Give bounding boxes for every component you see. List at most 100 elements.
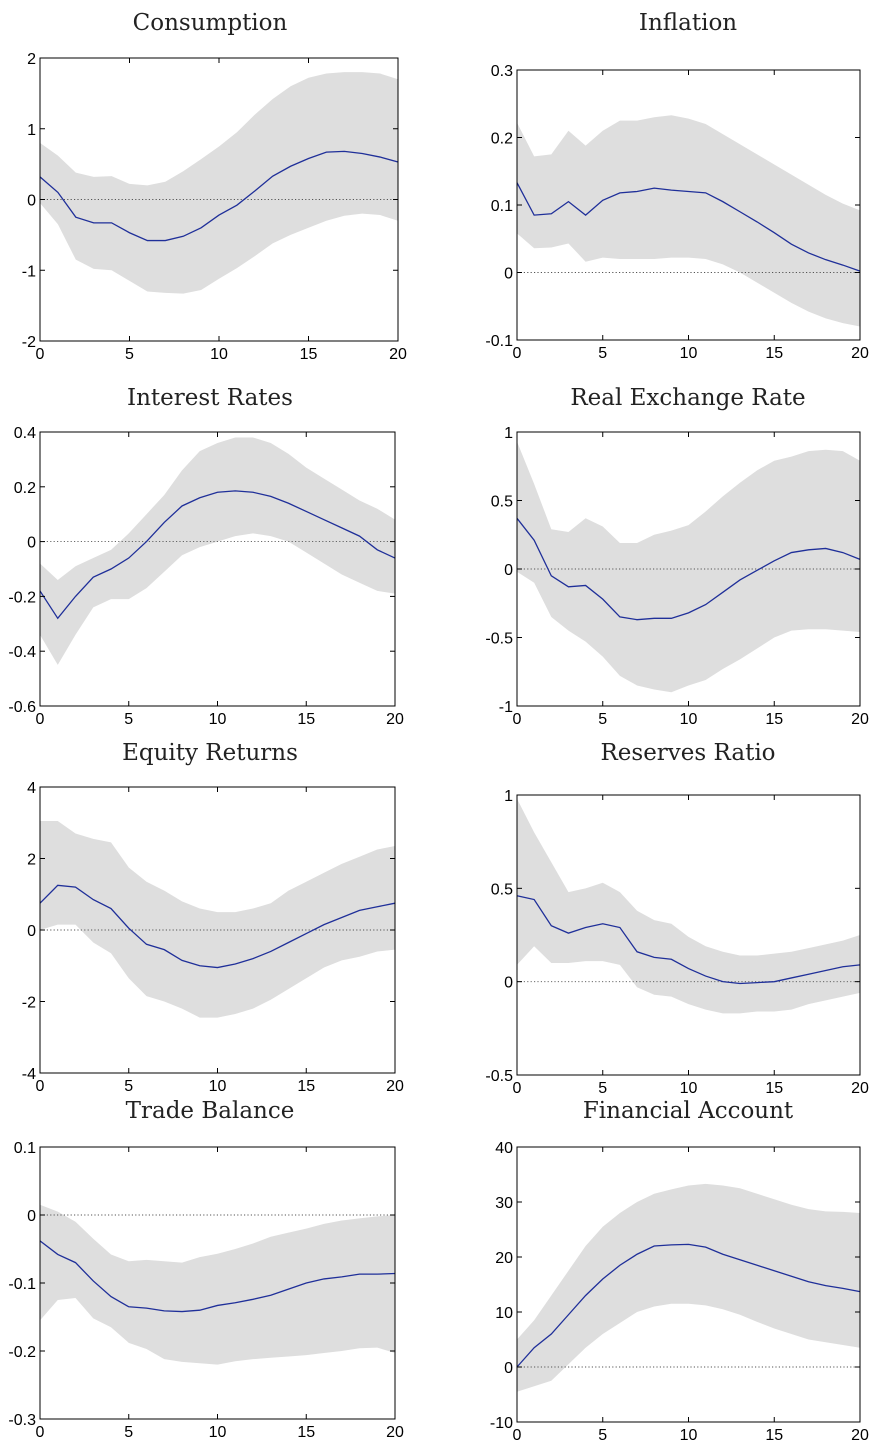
y-tick-label: 0: [27, 923, 36, 940]
confidence-band: [40, 72, 398, 294]
panel-trade-balance: Trade Balance 0 5 10 15 20 -0.3 -0.2 -0.1 0 0.1: [8, 1098, 404, 1441]
x-tick-label: 20: [389, 346, 407, 363]
x-tick-label: 15: [765, 345, 783, 362]
y-tick-label: -0.6: [8, 699, 36, 716]
x-tick-label: 10: [680, 345, 698, 362]
y-tick-label: -10: [490, 1415, 513, 1432]
y-tick-label: -0.5: [485, 1068, 513, 1085]
y-tick-label: -0.5: [485, 631, 513, 648]
y-tick-label: -0.2: [8, 1344, 36, 1361]
confidence-band: [517, 441, 860, 693]
y-tick-label: 1: [504, 788, 513, 805]
x-tick-label: 0: [513, 345, 522, 362]
x-tick-label: 10: [680, 1427, 698, 1443]
x-tick-label: 15: [297, 1424, 315, 1441]
median-response-line: [39, 884, 396, 969]
y-tick-label: 0.2: [14, 480, 36, 497]
x-tick-label: 0: [36, 1424, 45, 1441]
x-tick-label: 5: [124, 1078, 133, 1095]
median-response-line: [516, 182, 861, 272]
y-tick-label: 20: [495, 1250, 513, 1267]
y-tick-label: 0: [504, 562, 513, 579]
y-tick-label: 0: [27, 1208, 36, 1225]
x-tick-label: 15: [765, 711, 783, 728]
confidence-band: [517, 1183, 860, 1392]
x-tick-label: 15: [765, 1427, 783, 1443]
x-tick-label: 5: [598, 1427, 607, 1443]
panel-consumption: Consumption 0 5 10 15 20 -2 -1 0 1 2: [22, 10, 407, 363]
y-tick-label: -1: [499, 699, 513, 716]
y-tick-label: -0.3: [8, 1412, 36, 1429]
x-tick-label: 15: [765, 1080, 783, 1097]
y-tick-label: -0.4: [8, 644, 36, 661]
x-tick-label: 0: [36, 346, 45, 363]
y-tick-label: 0.1: [14, 1140, 36, 1157]
y-tick-label: 2: [27, 51, 36, 68]
y-tick-label: 0: [27, 535, 36, 552]
x-tick-label: 5: [598, 1080, 607, 1097]
y-tick-label: -0.2: [8, 589, 36, 606]
x-tick-label: 0: [513, 711, 522, 728]
x-tick-label: 15: [297, 711, 315, 728]
x-tick-label: 0: [36, 711, 45, 728]
y-tick-label: 0.2: [491, 131, 513, 148]
y-tick-label: -2: [22, 334, 36, 351]
panel-reserves-ratio: Reserves Ratio 0 5 10 15 20-0.500.51: [485, 740, 869, 1097]
y-tick-label: 0: [27, 193, 36, 210]
panel-real-exchange-rate: Real Exchange Rate 0 5 10 15 20 -1 -0.5 0 0.5 1: [485, 385, 869, 728]
confidence-band: [40, 820, 395, 1018]
y-tick-label: -2: [22, 995, 36, 1012]
x-tick-label: 20: [851, 1080, 869, 1097]
confidence-band: [40, 1204, 395, 1365]
x-tick-label: 20: [386, 1424, 404, 1441]
x-tick-label: 5: [124, 711, 133, 728]
x-tick-label: 10: [680, 711, 698, 728]
y-tick-label: -1: [22, 263, 36, 280]
median-response-line: [39, 1240, 396, 1313]
x-tick-label: 10: [209, 711, 227, 728]
y-tick-label: 4: [27, 780, 36, 797]
x-tick-label: 5: [598, 711, 607, 728]
x-tick-label: 20: [851, 1427, 869, 1443]
panel-title: Interest Rates: [127, 385, 293, 411]
panel-title: Inflation: [639, 10, 737, 36]
median-response-line: [516, 517, 861, 621]
x-tick-label: 10: [680, 1080, 698, 1097]
y-tick-label: 1: [27, 122, 36, 139]
x-tick-label: 15: [300, 346, 318, 363]
median-response-line: [516, 1243, 861, 1368]
x-tick-label: 20: [851, 345, 869, 362]
panel-title: Trade Balance: [126, 1098, 295, 1124]
x-tick-label: 0: [513, 1427, 522, 1443]
median-response-line: [39, 490, 396, 620]
x-tick-label: 10: [210, 346, 228, 363]
x-tick-label: 20: [851, 711, 869, 728]
y-tick-label: 0.4: [14, 425, 36, 442]
x-tick-label: 15: [297, 1078, 315, 1095]
y-tick-label: 40: [495, 1140, 513, 1157]
panel-equity-returns: Equity Returns 0 5 10 15 20 -4 -2 0 2 4: [22, 740, 404, 1095]
panel-title: Real Exchange Rate: [570, 385, 805, 411]
y-tick-label: 0.3: [491, 63, 513, 80]
x-tick-label: 20: [386, 1078, 404, 1095]
confidence-band: [517, 115, 860, 327]
x-tick-label: 5: [598, 345, 607, 362]
confidence-band: [40, 437, 395, 665]
x-tick-label: 20: [386, 711, 404, 728]
median-response-line: [39, 150, 399, 242]
y-tick-label: -0.1: [485, 333, 513, 350]
x-tick-label: 0: [513, 1080, 522, 1097]
x-tick-label: 5: [125, 346, 134, 363]
confidence-band: [517, 798, 860, 1014]
y-tick-label: 0: [504, 1360, 513, 1377]
x-tick-label: 0: [36, 1078, 45, 1095]
panel-title: Financial Account: [583, 1098, 794, 1124]
y-tick-label: 0.5: [491, 881, 513, 898]
y-tick-label: 30: [495, 1195, 513, 1212]
y-tick-label: -0.1: [8, 1276, 36, 1293]
panel-title: Reserves Ratio: [600, 740, 775, 766]
y-tick-label: 0.1: [491, 198, 513, 215]
panel-inflation: Inflation 0 5 10 15 20-0.100.10.20.3: [485, 10, 869, 362]
